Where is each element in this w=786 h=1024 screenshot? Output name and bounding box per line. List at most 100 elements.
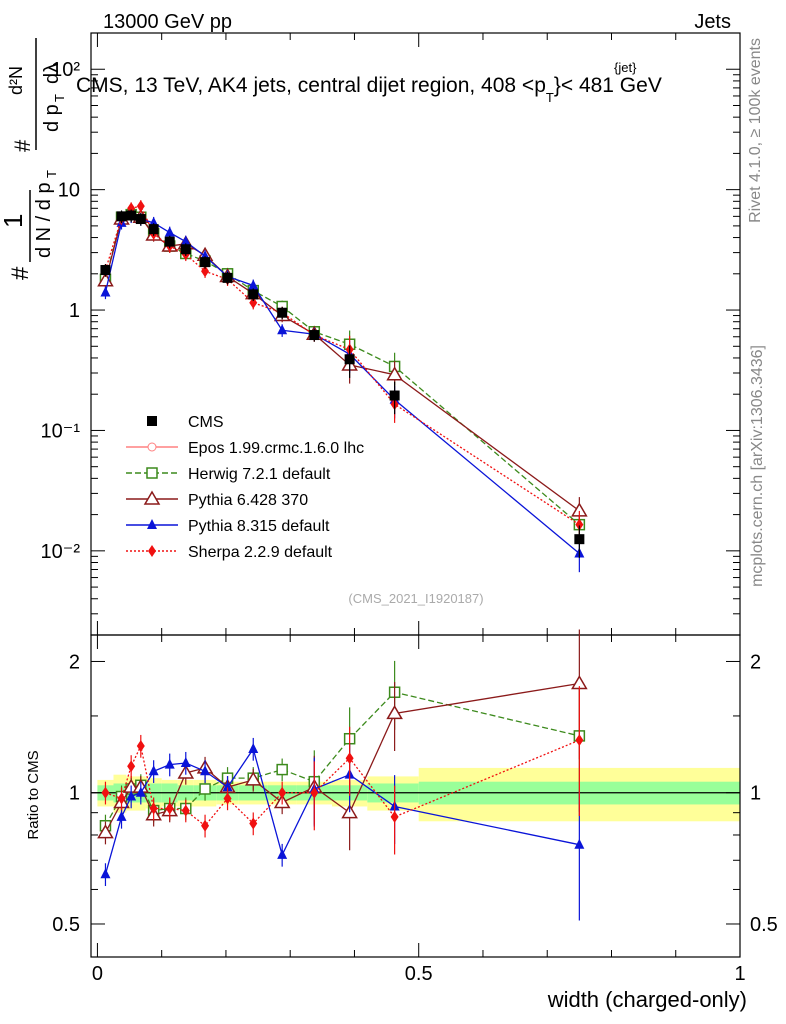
herwig-ratio-point (276, 763, 288, 776)
cms-main-point (116, 211, 127, 222)
svg-text:d p: d p (41, 104, 63, 132)
x-tick-label: 0.5 (405, 963, 433, 985)
sherpa-ratio-point (223, 792, 232, 805)
sherpa-ratio-point (345, 752, 354, 765)
y-tick-label: 1 (69, 300, 80, 322)
pythia8-main-point (248, 279, 259, 290)
sherpa-main-point (575, 518, 584, 531)
ratio-y-label: Ratio to CMS (25, 750, 42, 839)
sherpa-ratio-point (149, 802, 158, 815)
pythia8-ratio-point (277, 848, 288, 859)
legend-marker-epos (147, 442, 157, 452)
pythia6-ratio-point (97, 824, 114, 839)
pythia8-main-point (164, 226, 175, 237)
cms-main-point (222, 272, 233, 283)
pythia8-ratio-point (164, 758, 175, 769)
pythia8-ratio-point (248, 742, 259, 753)
pythia8-ratio-point (135, 786, 146, 797)
sherpa-ratio-point (101, 786, 110, 799)
legend-marker-herwig (146, 467, 158, 479)
cms-main-point (200, 257, 211, 268)
title-sub: T (546, 90, 554, 105)
cms-main-point (389, 390, 400, 401)
cms-main-point (126, 210, 137, 221)
cms-main-point (180, 244, 191, 255)
legend-marker-cms (147, 416, 157, 426)
sherpa-ratio-point (181, 804, 190, 817)
pythia6-ratio-point (244, 771, 262, 786)
svg-text:d N / d p: d N / d p (33, 182, 55, 258)
y-tick-label: 10⁻¹ (41, 420, 81, 442)
sherpa-ratio-point (117, 792, 126, 805)
legend-marker-sherpa (148, 545, 156, 557)
svg-text:#: # (7, 266, 34, 280)
svg-text:dλ: dλ (41, 63, 63, 84)
main-y-axis-label: # 1 d N / d p T # d²N d p T dλ (0, 38, 67, 280)
cms-main-point (574, 534, 585, 545)
legend-label-sherpa: Sherpa 2.2.9 default (188, 544, 333, 561)
ratio-tick-label: 1 (69, 783, 80, 805)
cms-main-point (309, 330, 320, 341)
ratio-tick-label-right: 0.5 (750, 914, 778, 936)
pythia8-ratio-point (222, 781, 233, 792)
pythia8-main-point (277, 324, 288, 335)
legend-marker-pythia8 (147, 519, 157, 529)
cms-main-point (344, 354, 355, 365)
legend: CMS Epos 1.99.crmc.1.6.0 lhc Herwig 7.2.1 … (126, 414, 364, 561)
pythia8-ratio-point (574, 838, 585, 849)
legend-label-epos: Epos 1.99.crmc.1.6.0 lhc (188, 440, 364, 457)
cms-main-point (100, 265, 111, 276)
pythia8-main-point (100, 286, 111, 297)
ratio-tick-label-right: 2 (750, 651, 761, 673)
x-tick-label: 0 (92, 963, 103, 985)
legend-label-cms: CMS (188, 414, 224, 431)
svg-text:1: 1 (0, 214, 28, 228)
sherpa-main-point (201, 265, 210, 278)
svg-text:d²N: d²N (6, 66, 26, 95)
title-end: }< 481 GeV (554, 74, 662, 97)
sherpa-ratio-point (136, 739, 145, 752)
axis-ticks (91, 32, 741, 957)
pythia6-main-line (104, 213, 580, 512)
y-tick-label: 10² (51, 59, 80, 81)
herwig-ratio-point (199, 783, 211, 795)
main-series (97, 200, 588, 573)
sherpa-ratio-point (575, 734, 584, 747)
axis-tick-labels: 0 0.5 1 10⁻² 10⁻¹ 1 10 10² 0.5 0.5 1 1 2 2 (41, 59, 778, 985)
pythia6-ratio-point (386, 704, 403, 720)
sherpa-main-point (249, 296, 258, 309)
pythia6-main-point (386, 366, 403, 381)
legend-label-pythia8: Pythia 8.315 default (188, 518, 330, 535)
pythia8-ratio-point (116, 810, 127, 821)
y-tick-label: 10⁻² (41, 541, 81, 563)
sherpa-ratio-point (310, 786, 319, 799)
pythia8-ratio-point (126, 790, 137, 801)
legend-label-pythia6: Pythia 6.428 370 (188, 492, 308, 509)
mcplots-label: mcplots.cern.ch [arXiv:1306.3436] (749, 345, 766, 587)
cms-main-point (248, 289, 259, 300)
sherpa-ratio-point (165, 802, 174, 815)
sherpa-ratio-point (390, 810, 399, 823)
pythia8-ratio-point (180, 756, 191, 767)
analysis-id: (CMS_2021_I1920187) (348, 591, 483, 606)
y-tick-label: 10 (58, 180, 80, 202)
legend-label-herwig: Herwig 7.2.1 default (188, 466, 331, 483)
header-right: Jets (694, 11, 731, 33)
pythia8-main-line (104, 215, 580, 555)
pythia8-main-point (180, 235, 191, 246)
pythia8-ratio-point (100, 868, 111, 879)
sherpa-main-line (104, 205, 580, 526)
sherpa-main-point (136, 200, 145, 213)
header-left: 13000 GeV pp (103, 11, 232, 33)
svg-text:#: # (10, 139, 35, 152)
sherpa-ratio-point (201, 819, 210, 832)
ratio-series (97, 629, 588, 921)
pythia8-ratio-point (148, 765, 159, 776)
cms-main-point (148, 224, 159, 235)
cms-main-point (164, 236, 175, 247)
x-axis-label: width (charged-only) (547, 987, 747, 1012)
legend-marker-pythia6 (143, 490, 161, 505)
pythia8-ratio-point (200, 765, 211, 776)
svg-text:T: T (52, 94, 67, 102)
sherpa-ratio-point (249, 817, 258, 830)
